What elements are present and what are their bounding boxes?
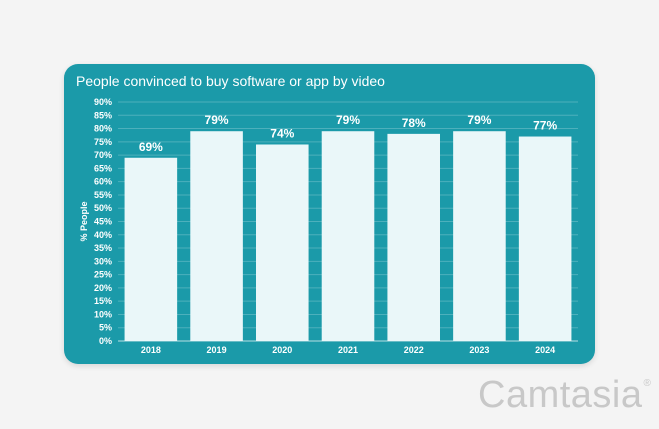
y-tick-label: 60% xyxy=(94,177,112,187)
y-tick-label: 5% xyxy=(99,323,112,333)
y-tick-label: 30% xyxy=(94,256,112,266)
chart-title: People convinced to buy software or app … xyxy=(76,73,385,89)
logo-text: Camtasia xyxy=(478,374,643,416)
y-tick-label: 40% xyxy=(94,230,112,240)
y-tick-label: 20% xyxy=(94,283,112,293)
y-tick-label: 10% xyxy=(94,309,112,319)
y-tick-label: 75% xyxy=(94,137,112,147)
x-tick-label: 2023 xyxy=(469,345,489,355)
bar-2022 xyxy=(387,133,440,341)
data-label: 79% xyxy=(336,113,360,127)
y-tick-label: 80% xyxy=(94,124,112,134)
data-label: 74% xyxy=(270,126,294,140)
bar-2019 xyxy=(190,131,243,341)
y-tick-label: 85% xyxy=(94,110,112,120)
data-label: 69% xyxy=(139,140,163,154)
data-label: 78% xyxy=(402,116,426,130)
y-tick-label: 0% xyxy=(99,336,112,346)
y-tick-label: 70% xyxy=(94,150,112,160)
x-tick-label: 2021 xyxy=(338,345,358,355)
y-tick-label: 15% xyxy=(94,296,112,306)
y-tick-label: 50% xyxy=(94,203,112,213)
bar-2021 xyxy=(321,131,375,341)
y-tick-label: 65% xyxy=(94,163,112,173)
bar-2020 xyxy=(256,144,309,341)
data-label: 77% xyxy=(533,119,557,133)
bar-chart: 0% 5% 10% 15% 20% 25% 30% 35% 40% 45% 50% 55% 60% 65%… xyxy=(79,97,578,355)
x-tick-label: 2018 xyxy=(141,345,161,355)
bar-2018 xyxy=(124,157,178,341)
x-tick-label: 2022 xyxy=(404,345,424,355)
data-label: 79% xyxy=(467,113,491,127)
camtasia-logo: Camtasia® xyxy=(478,374,651,417)
y-tick-label: 25% xyxy=(94,270,112,280)
x-tick-label: 2019 xyxy=(207,345,227,355)
y-tick-label: 45% xyxy=(94,217,112,227)
bar-2023 xyxy=(453,131,506,341)
chart-card: People convinced to buy software or app … xyxy=(64,64,595,364)
x-tick-label: 2020 xyxy=(272,345,292,355)
data-label: 79% xyxy=(205,113,229,127)
bar-2024 xyxy=(518,136,572,341)
y-tick-label: 90% xyxy=(94,97,112,107)
y-axis-label: % People xyxy=(79,201,89,241)
registered-mark: ® xyxy=(643,378,652,389)
x-tick-label: 2024 xyxy=(535,345,555,355)
y-tick-label: 35% xyxy=(94,243,112,253)
y-tick-label: 55% xyxy=(94,190,112,200)
